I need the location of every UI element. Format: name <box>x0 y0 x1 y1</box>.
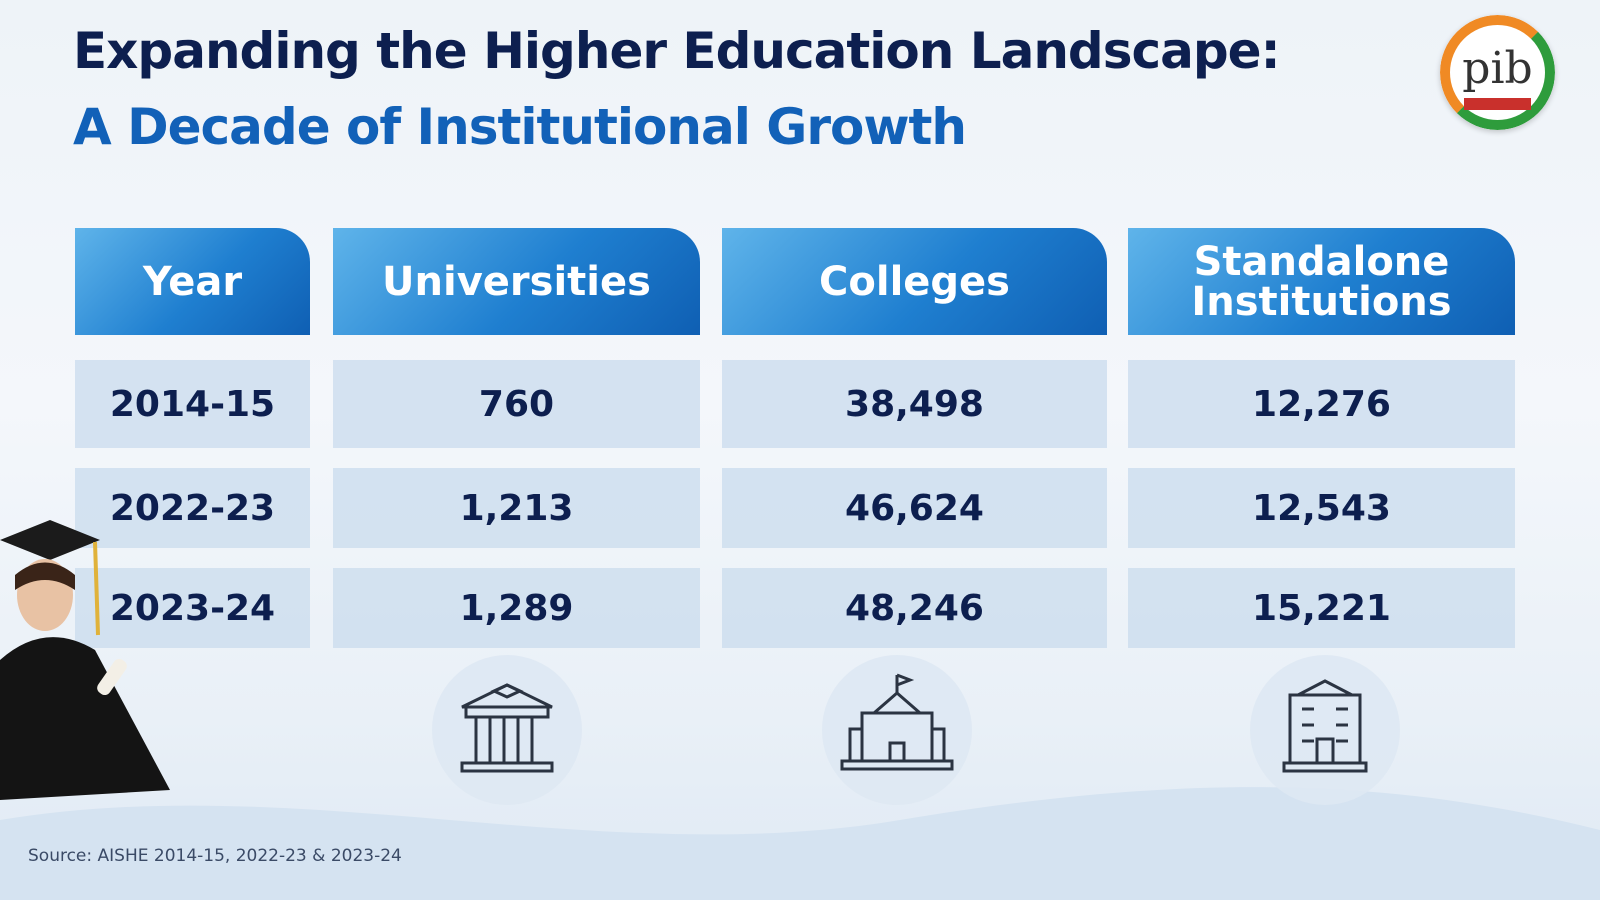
value-cell: 38,498 <box>722 360 1107 448</box>
logo: pib <box>1440 15 1555 130</box>
value-cell: 1,213 <box>333 468 700 548</box>
institution-icon <box>1250 655 1400 805</box>
column-header: Colleges <box>722 228 1107 335</box>
value-cell: 12,276 <box>1128 360 1515 448</box>
column-header: Universities <box>333 228 700 335</box>
year-cell: 2014-15 <box>75 360 310 448</box>
subtitle: A Decade of Institutional Growth <box>73 98 967 156</box>
value-cell: 15,221 <box>1128 568 1515 648</box>
column-header: Standalone Institutions <box>1128 228 1515 335</box>
university-svg <box>460 683 554 773</box>
college-svg <box>840 673 954 771</box>
value-cell: 760 <box>333 360 700 448</box>
graduate-illustration <box>0 520 170 800</box>
wave-background <box>0 787 1600 900</box>
value-cell: 1,289 <box>333 568 700 648</box>
logo-text: pib <box>1462 43 1533 94</box>
title: Expanding the Higher Education Landscape… <box>73 22 1281 80</box>
value-cell: 46,624 <box>722 468 1107 548</box>
year-cell: 2023-24 <box>75 568 310 648</box>
year-cell: 2022-23 <box>75 468 310 548</box>
column-header: Year <box>75 228 310 335</box>
university-icon <box>432 655 582 805</box>
source-note: Source: AISHE 2014-15, 2022-23 & 2023-24 <box>28 846 402 866</box>
value-cell: 48,246 <box>722 568 1107 648</box>
institution-svg <box>1282 679 1368 773</box>
value-cell: 12,543 <box>1128 468 1515 548</box>
college-icon <box>822 655 972 805</box>
